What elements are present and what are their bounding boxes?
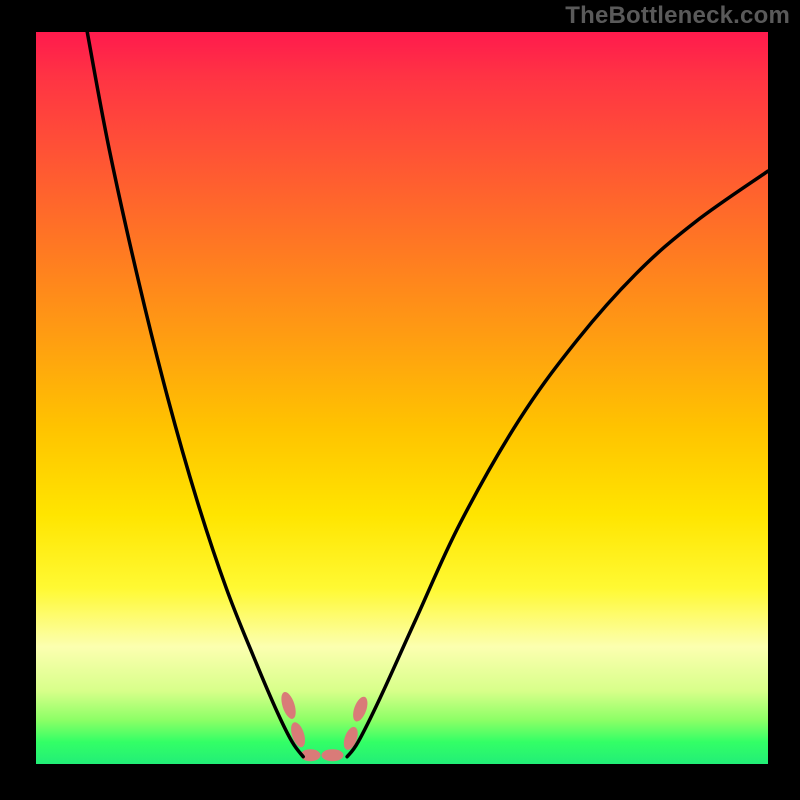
curve-layer — [36, 32, 768, 764]
chart-root: TheBottleneck.com — [0, 0, 800, 800]
highlight-marker — [350, 695, 370, 724]
bottleneck-curve-right — [347, 171, 768, 757]
highlight-marker — [301, 749, 321, 761]
highlight-marker — [279, 690, 299, 720]
watermark-text: TheBottleneck.com — [565, 2, 790, 30]
highlight-marker — [321, 749, 343, 761]
plot-area — [36, 32, 768, 764]
highlight-markers-group — [279, 690, 371, 761]
bottleneck-curve-left — [87, 32, 303, 757]
highlight-marker — [341, 725, 360, 752]
highlight-marker — [288, 721, 307, 749]
